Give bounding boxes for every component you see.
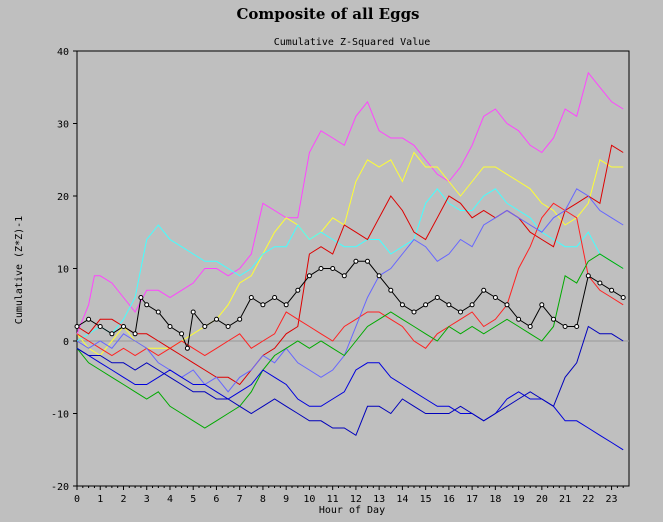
chart-title: Composite of all Eggs: [236, 5, 419, 23]
series-layer: [74, 71, 626, 451]
series-10-marker: [516, 316, 522, 322]
x-tick-label: 12: [350, 494, 362, 505]
series-10-marker: [138, 295, 144, 300]
series-10-marker: [167, 324, 173, 329]
y-tick-label: 0: [63, 337, 69, 348]
x-tick-label: 4: [167, 494, 173, 505]
series-10-marker: [341, 273, 347, 279]
series-10-marker: [97, 324, 103, 329]
x-tick-label: 11: [327, 494, 339, 505]
series-10-marker: [330, 266, 336, 271]
series-10-marker: [504, 302, 510, 308]
y-tick-label: -10: [51, 410, 69, 421]
series-line-6: [76, 188, 624, 393]
series-10-marker: [121, 324, 126, 329]
series-10-marker: [423, 302, 429, 308]
series-line-2: [76, 151, 624, 357]
series-10-marker: [585, 273, 591, 279]
series-10-marker: [295, 287, 301, 293]
series-line-5: [76, 202, 624, 357]
series-10-marker: [179, 331, 185, 337]
series-10-marker: [184, 345, 190, 351]
x-tick-label: 16: [443, 494, 455, 505]
series-10-marker: [155, 309, 161, 315]
series-10-marker: [260, 302, 266, 308]
series-10-marker: [574, 324, 580, 329]
x-tick-label: 1: [97, 494, 103, 505]
series-10-marker: [562, 324, 568, 329]
plot-area: [76, 50, 630, 487]
series-10-marker: [411, 309, 417, 315]
x-tick-label: 3: [144, 494, 150, 505]
y-tick-label: 10: [57, 265, 69, 276]
x-tick-label: 20: [536, 494, 548, 505]
series-10-marker: [202, 324, 208, 329]
series-10-marker: [597, 280, 603, 286]
y-axis-label: Cumulative (Z*Z)-1: [14, 216, 25, 324]
series-10-marker: [132, 331, 138, 337]
series-10-marker: [388, 287, 394, 293]
series-10-marker: [109, 331, 115, 337]
y-tick-label: 40: [57, 47, 69, 58]
series-10-marker: [144, 302, 150, 308]
y-tick-label: -20: [51, 482, 69, 493]
series-line-8: [76, 347, 624, 451]
series-10-marker: [539, 302, 545, 308]
series-10-marker: [306, 273, 312, 279]
y-tick-label: 20: [57, 192, 69, 203]
series-line-4: [76, 144, 624, 386]
series-10-marker: [399, 302, 405, 308]
series-10-marker: [492, 295, 498, 300]
series-10-marker: [458, 309, 463, 315]
x-tick-label: 9: [283, 494, 289, 505]
series-10-marker: [365, 258, 370, 264]
x-tick-label: 8: [260, 494, 266, 505]
x-tick-label: 10: [303, 494, 315, 505]
series-10-marker: [551, 316, 556, 322]
series-line-7: [76, 253, 624, 429]
series-10-marker: [225, 324, 231, 329]
series-line-3: [76, 188, 624, 342]
series-10-marker: [74, 324, 80, 329]
x-tick-label: 17: [466, 494, 478, 505]
chart-subtitle: Cumulative Z-Squared Value: [274, 37, 431, 48]
series-10-marker: [353, 258, 359, 264]
x-tick-label: 13: [373, 494, 385, 505]
x-tick-label: 6: [213, 494, 219, 505]
series-line-1: [76, 71, 624, 334]
x-tick-label: 23: [606, 494, 618, 505]
series-10-marker: [434, 295, 440, 300]
series-10-marker: [86, 316, 92, 322]
series-10-marker: [376, 273, 382, 279]
series-10-marker: [190, 309, 196, 315]
x-tick-label: 15: [420, 494, 432, 505]
series-10-marker: [283, 302, 289, 308]
series-10-marker: [272, 295, 278, 300]
x-tick-label: 5: [190, 494, 196, 505]
y-tick-label: 30: [57, 120, 69, 131]
series-10-marker: [237, 316, 243, 322]
series-10-marker: [469, 302, 475, 308]
series-10-marker: [446, 302, 452, 308]
x-axis-label: Hour of Day: [319, 505, 385, 516]
series-10-marker: [527, 324, 533, 329]
x-tick-label: 22: [582, 494, 594, 505]
x-tick-label: 14: [396, 494, 408, 505]
x-tick-label: 2: [120, 494, 126, 505]
series-10-marker: [248, 295, 254, 300]
x-tick-label: 18: [489, 494, 501, 505]
series-10-marker: [609, 287, 615, 293]
x-tick-label: 7: [237, 494, 243, 505]
x-tick-label: 19: [513, 494, 525, 505]
series-10-marker: [318, 266, 324, 271]
series-10-marker: [481, 287, 487, 293]
x-tick-label: 0: [74, 494, 80, 505]
series-10-marker: [620, 295, 626, 300]
x-tick-label: 21: [559, 494, 571, 505]
series-10-marker: [214, 316, 219, 322]
series-line-9: [76, 325, 624, 437]
